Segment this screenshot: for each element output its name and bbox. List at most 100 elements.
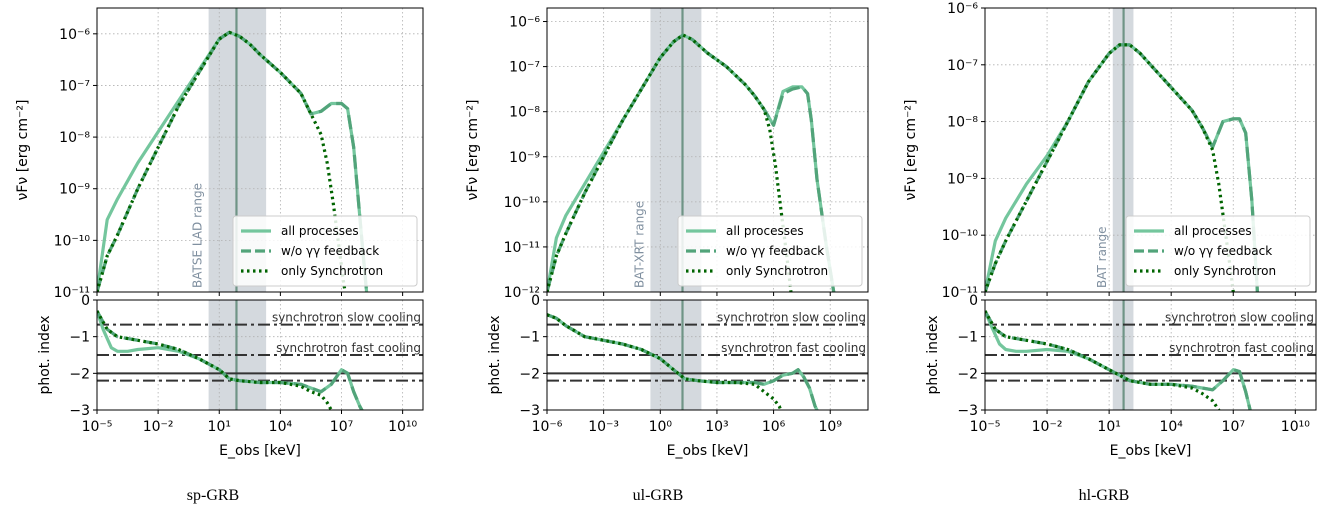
- y-tick-label: 10⁻¹⁰: [54, 233, 91, 249]
- legend-label: all processes: [1174, 224, 1252, 238]
- photon-index-area: synchrotron slow cooling synchrotron fast…: [547, 300, 868, 410]
- series-line-only-synchrotron: [985, 43, 1235, 292]
- y-tick-label: −3: [69, 403, 90, 419]
- photon-index-area: synchrotron slow cooling synchrotron fast…: [985, 300, 1316, 410]
- band-label: BAT-XRT range: [632, 201, 646, 288]
- legend-label: w/o γγ feedback: [726, 244, 824, 258]
- y-axis-label: phot. index: [487, 315, 503, 394]
- x-tick-label: 10⁰: [649, 419, 673, 435]
- legend-label: all processes: [281, 224, 359, 238]
- y-tick-label: 10⁻¹¹: [942, 285, 978, 301]
- y-tick-label: −3: [519, 403, 540, 419]
- x-tick-label: 10⁻³: [588, 419, 619, 435]
- y-tick-label: 10⁻¹²: [504, 285, 540, 301]
- fast-cooling-label: synchrotron fast cooling: [1169, 341, 1314, 355]
- panel-caption: hl-GRB: [1079, 487, 1130, 504]
- x-axis-label: E_obs [keV]: [219, 443, 301, 459]
- x-tick-label: 10⁴: [269, 419, 293, 435]
- x-tick-label: 10¹⁰: [388, 419, 417, 435]
- legend-label: only Synchrotron: [726, 264, 828, 278]
- y-tick-label: 10⁻⁸: [947, 115, 978, 131]
- series-line-wo-feedback: [547, 33, 836, 292]
- slow-cooling-label: synchrotron slow cooling: [272, 311, 421, 325]
- legend-label: all processes: [726, 224, 804, 238]
- legend: all processes w/o γγ feedback only Synchro…: [677, 215, 863, 287]
- legend-label: only Synchrotron: [281, 264, 383, 278]
- y-tick-label: 10⁻⁷: [947, 58, 978, 74]
- series-line-only-synchrotron: [97, 30, 347, 292]
- y-axis-label: phot. index: [925, 315, 941, 394]
- legend-box: [677, 215, 863, 287]
- sed-plot: BATSE LAD range 10⁻¹¹ 10⁻¹⁰ 10⁻⁹ 10⁻⁸ 10⁻⁷ 10⁻…: [15, 7, 424, 301]
- legend-box: [1125, 215, 1311, 287]
- x-tick-label: 10¹: [1097, 419, 1120, 435]
- legend-label: w/o γγ feedback: [281, 244, 379, 258]
- legend-label: only Synchrotron: [1174, 264, 1276, 278]
- y-tick-label: −2: [957, 366, 978, 382]
- panel-hl-GRB: BAT range 10⁻¹¹ 10⁻¹⁰ 10⁻⁹ 10⁻⁸ 10⁻⁷ 10⁻⁶ νFν […: [903, 1, 1317, 504]
- y-tick-label: 0: [969, 293, 978, 309]
- y-tick-label: 10⁻¹¹: [504, 240, 540, 256]
- y-tick-label: 0: [81, 293, 90, 309]
- y-tick-label: −1: [519, 330, 540, 346]
- sed-plot: BAT-XRT range 10⁻¹² 10⁻¹¹ 10⁻¹⁰ 10⁻⁹ 10⁻⁸ 10⁻⁷…: [465, 7, 869, 301]
- y-axis-label: νFν [erg cm⁻²]: [903, 100, 919, 201]
- x-tick-label: 10⁷: [330, 419, 353, 435]
- y-tick-label: 10⁻⁶: [59, 27, 90, 43]
- x-tick-label: 10⁴: [1159, 419, 1183, 435]
- panel-sp-GRB: BATSE LAD range 10⁻¹¹ 10⁻¹⁰ 10⁻⁹ 10⁻⁸ 10⁻⁷ 10⁻…: [15, 7, 424, 504]
- panel-ul-GRB: BAT-XRT range 10⁻¹² 10⁻¹¹ 10⁻¹⁰ 10⁻⁹ 10⁻⁸ 10⁻⁷…: [465, 7, 869, 504]
- y-tick-label: −1: [957, 330, 978, 346]
- photon-index-area: synchrotron slow cooling synchrotron fast…: [97, 300, 423, 410]
- x-tick-label: 10⁶: [762, 419, 786, 435]
- sed-plot-frame: [984, 7, 1317, 293]
- x-tick-label: 10⁻²: [143, 419, 174, 435]
- y-tick-label: −3: [957, 403, 978, 419]
- legend-label: w/o γγ feedback: [1174, 244, 1272, 258]
- legend: all processes w/o γγ feedback only Synchro…: [232, 215, 418, 287]
- y-tick-label: −1: [69, 330, 90, 346]
- photon-index-frame: [984, 299, 1317, 411]
- y-tick-label: 10⁻⁶: [947, 1, 978, 17]
- x-tick-label: 10⁻⁶: [532, 419, 563, 435]
- x-tick-label: 10¹⁰: [1281, 419, 1310, 435]
- y-tick-label: 10⁻⁸: [59, 130, 90, 146]
- slow-cooling-label: synchrotron slow cooling: [717, 311, 866, 325]
- photon-index-plot: synchrotron slow cooling synchrotron fast…: [37, 293, 424, 459]
- band-label: BAT range: [1095, 226, 1109, 288]
- y-tick-label: 10⁻⁹: [509, 150, 540, 166]
- y-tick-label: 10⁻⁹: [947, 171, 978, 187]
- y-tick-label: −2: [69, 366, 90, 382]
- series-line-only-synchrotron: [547, 33, 793, 292]
- band-label: BATSE LAD range: [191, 183, 205, 288]
- photon-index-plot: synchrotron slow cooling synchrotron fast…: [487, 293, 869, 459]
- x-tick-label: 10⁻²: [1032, 419, 1063, 435]
- fast-cooling-label: synchrotron fast cooling: [276, 341, 421, 355]
- photon-index-plot: synchrotron slow cooling synchrotron fast…: [925, 293, 1317, 459]
- x-axis-label: E_obs [keV]: [667, 443, 749, 459]
- legend: all processes w/o γγ feedback only Synchro…: [1125, 215, 1311, 287]
- sed-plot-frame: [96, 7, 424, 293]
- photon-index-frame: [96, 299, 424, 411]
- y-tick-label: 10⁻⁹: [59, 182, 90, 198]
- x-tick-label: 10¹: [208, 419, 231, 435]
- x-tick-label: 10⁷: [1222, 419, 1245, 435]
- sed-plot-frame: [546, 7, 869, 293]
- y-tick-label: 10⁻¹⁰: [504, 195, 541, 211]
- x-axis-label: E_obs [keV]: [1110, 443, 1192, 459]
- panel-caption: ul-GRB: [633, 487, 684, 504]
- y-tick-label: 10⁻⁷: [509, 60, 540, 76]
- y-tick-label: 10⁻¹¹: [54, 285, 90, 301]
- photon-index-frame: [546, 299, 869, 411]
- slow-cooling-label: synchrotron slow cooling: [1165, 311, 1314, 325]
- x-tick-label: 10⁹: [819, 419, 843, 435]
- sed-plot: BAT range 10⁻¹¹ 10⁻¹⁰ 10⁻⁹ 10⁻⁸ 10⁻⁷ 10⁻⁶ νFν […: [903, 1, 1317, 301]
- x-tick-label: 10⁻⁵: [970, 419, 1001, 435]
- y-tick-label: 0: [531, 293, 540, 309]
- index-line-only-synchrotron: [985, 310, 1221, 410]
- y-axis-label: νFν [erg cm⁻²]: [465, 100, 481, 201]
- panel-caption: sp-GRB: [187, 487, 239, 504]
- x-tick-label: 10³: [705, 419, 728, 435]
